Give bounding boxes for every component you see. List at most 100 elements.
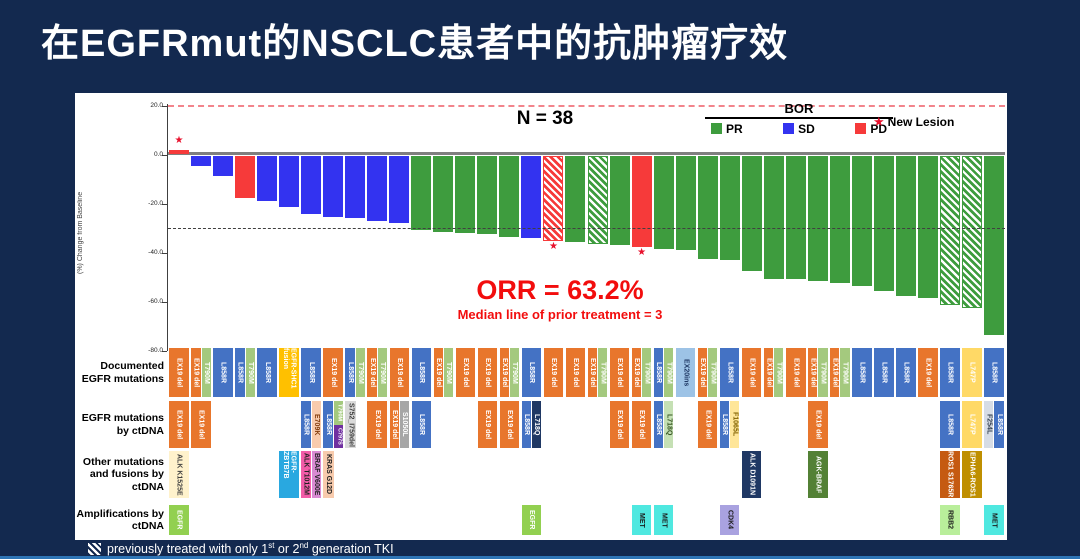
- mutation-cell-l858r: L858R: [719, 401, 730, 448]
- mutation-cell-l718q: L718Q: [664, 401, 674, 448]
- mutation-cell-ex19-del: EX19 del: [741, 348, 762, 397]
- bar-patient-20: [587, 156, 608, 245]
- pd-label: PD: [870, 121, 887, 136]
- bar-patient-35: [917, 156, 938, 299]
- mutation-column-doc-patient-13: EX19 del T790M: [433, 348, 454, 397]
- mutation-column-ctdna-patient-38: F254L L858R: [984, 401, 1005, 448]
- mutation-cell-s1050l: S1050L: [399, 401, 410, 448]
- mutation-cell-ex19-del: EX19 del: [323, 348, 343, 397]
- mutation-cell-l858r: L858R: [940, 401, 960, 448]
- mutation-cell-t790m: T790M: [509, 348, 520, 397]
- mutation-cell-l858r: L858R: [257, 348, 277, 397]
- mutation-column-doc-patient-17: L858R: [521, 348, 542, 397]
- mutation-column-ctdna-patient-2: EX19 del: [191, 401, 212, 448]
- bar-patient-21: [609, 156, 630, 246]
- bar-patient-8: [323, 156, 344, 218]
- bar-patient-19: [565, 156, 586, 242]
- mutation-cell-ex19-del: EX19 del: [477, 401, 498, 448]
- mutation-column-doc-patient-30: EX19 del T790M: [808, 348, 829, 397]
- mutation-cell-ex19-del: EX19 del: [191, 401, 211, 448]
- y-axis-tick-label: -80.0: [148, 346, 163, 354]
- median-prior-treatment-label: Median line of prior treatment = 3: [457, 307, 663, 322]
- y-axis-tick-label: -20.0: [148, 199, 163, 207]
- mutation-cell-t790m: T790M: [818, 348, 828, 397]
- mutation-cell-ex19-del: EX19 del: [499, 401, 520, 448]
- bar-patient-18: [543, 156, 564, 241]
- mutation-cell-alk-t1012m: ALK T1012M: [301, 451, 311, 498]
- mutation-column-doc-patient-18: EX19 del: [543, 348, 564, 397]
- footnote-text: previously treated with only 1st or 2nd …: [107, 541, 394, 557]
- bar-patient-29: [785, 156, 806, 279]
- mutation-cell-l858r: L858R: [345, 348, 355, 397]
- y-axis-tick-label: 20.0: [150, 101, 163, 109]
- mutation-column-other-patient-37: EPHA6-ROS1: [962, 451, 983, 498]
- mutation-column-doc-patient-28: EX19 del T790M: [763, 348, 784, 397]
- mutation-cell-egfr: EGFR: [169, 505, 189, 535]
- x-axis-baseline: [168, 151, 1005, 155]
- mutation-cell-ex19-del: EX19 del: [631, 348, 642, 397]
- mutation-column-doc-patient-27: EX19 del: [741, 348, 762, 397]
- y-axis-tick: [162, 301, 167, 303]
- bar-patient-17: [521, 156, 542, 239]
- mutation-cell-l858r: L858R: [521, 348, 542, 397]
- mutation-column-doc-patient-38: L858R: [984, 348, 1005, 397]
- mutation-cell-l858r: L858R: [521, 401, 531, 448]
- mutation-cell-ex19-del: EX19 del: [631, 401, 652, 448]
- mutation-cell-ex19-del: EX19 del: [918, 348, 938, 397]
- orr-label: ORR = 63.2%: [476, 275, 644, 305]
- mutation-column-amp-patient-1: EGFR: [169, 505, 190, 535]
- mutation-cell-met: MET: [984, 505, 1004, 535]
- mutation-column-other-patient-8: KRAS G12D: [323, 451, 344, 498]
- mutation-cell-t790m: T790M: [355, 348, 365, 397]
- mutation-cell-t790m: T790M: [334, 401, 343, 425]
- mutation-column-doc-patient-26: L858R: [719, 348, 740, 397]
- waterfall-plot: (%) Change from Baseline N = 38 BOR PR S…: [75, 93, 1007, 540]
- mutation-column-doc-patient-11: EX19 del: [389, 348, 410, 397]
- mutation-cell-t790m: T790M: [774, 348, 784, 397]
- mutation-column-doc-patient-3: L858R: [213, 348, 234, 397]
- new-lesion-star-icon: ★: [873, 114, 885, 129]
- mutation-column-other-patient-1: ALK K1525E: [169, 451, 190, 498]
- mutation-cell-l747p: L747P: [962, 401, 982, 448]
- mutation-cell-l858r: L858R: [301, 401, 311, 448]
- mutation-column-doc-patient-19: EX19 del: [565, 348, 586, 397]
- legend-title: BOR: [784, 101, 814, 116]
- mutation-column-ctdna-patient-23: L858R L718Q: [653, 401, 674, 448]
- pr-label: PR: [726, 121, 743, 136]
- mutation-column-doc-patient-31: EX19 del T790M: [830, 348, 851, 397]
- bar-patient-31: [829, 156, 850, 284]
- n-count-label: N = 38: [516, 108, 574, 129]
- mutation-cell-ex19-del: EX19 del: [587, 348, 598, 397]
- mutation-cell-l858r: L858R: [984, 348, 1004, 397]
- sd-label: SD: [798, 121, 815, 136]
- mutation-cell-ex19-del: EX19 del: [830, 348, 840, 397]
- mutation-column-ctdna-patient-10: EX19 del: [367, 401, 388, 448]
- y-axis-tick-label: 0.0: [153, 150, 163, 158]
- mutation-cell-egfr-shc1-fusion: EGFR-SHC1 fusion: [279, 348, 299, 397]
- pd-color-swatch: [855, 123, 867, 134]
- mutation-cell-ex19-del: EX19 del: [477, 348, 498, 397]
- page-title: 在EGFRmut的NSCLC患者中的抗肿瘤疗效: [41, 23, 789, 65]
- mutation-column-doc-patient-36: L858R: [940, 348, 961, 397]
- mutation-cell-t790m: T790M: [443, 348, 454, 397]
- mutation-cell-f1065l: F1065L: [730, 401, 740, 448]
- mutation-column-doc-patient-35: EX19 del: [918, 348, 939, 397]
- y-axis-tick: [162, 154, 167, 156]
- upper-threshold-dashed-line: [168, 104, 1005, 107]
- mutation-column-doc-patient-20: EX19 del T790M: [587, 348, 608, 397]
- mutation-column-doc-patient-14: EX19 del: [455, 348, 476, 397]
- row-label-other-mutations-fusions-ctdna: Other mutations and fusions by ctDNA: [82, 456, 164, 493]
- mutation-cell-l718q: L718Q: [531, 401, 542, 448]
- mutation-column-other-patient-30: AGK-BRAF: [808, 451, 829, 498]
- bar-patient-9: [345, 156, 366, 219]
- mutation-cell-ex19-del: EX19 del: [455, 348, 476, 397]
- mutation-cell-f254l: F254L: [984, 401, 994, 448]
- bar-patient-37: [961, 156, 982, 308]
- mutation-cell-t790m: T790M: [377, 348, 388, 397]
- mutation-column-ctdna-patient-30: EX19 del: [808, 401, 829, 448]
- new-lesion-star: ★: [548, 240, 558, 252]
- mutation-cell-l858r: L858R: [874, 348, 894, 397]
- mutation-cell-ex19-del: EX19 del: [389, 401, 399, 448]
- mutation-cell-braf-v600e: BRAF V600E: [311, 451, 321, 498]
